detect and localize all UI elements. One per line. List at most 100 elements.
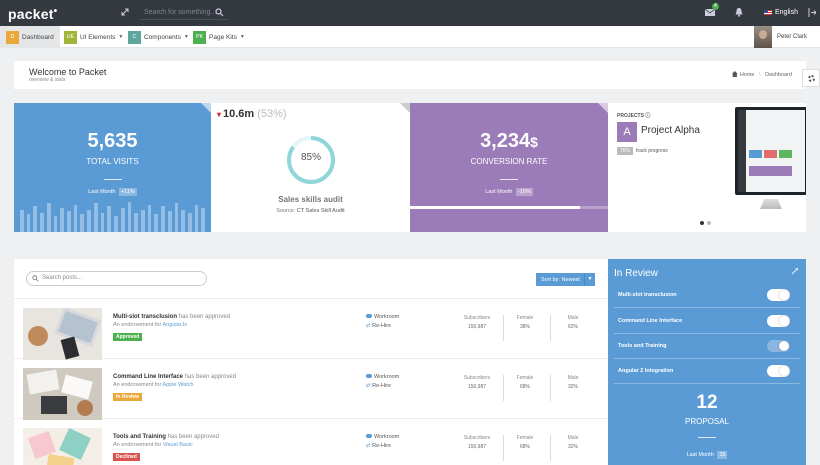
post-title-suffix: has been approved (167, 434, 219, 440)
language-selector[interactable]: English (775, 9, 798, 16)
stat-value: 38% (519, 324, 530, 330)
refresh-icon: ⇄ (366, 323, 371, 329)
subscribers-stat: Subscribers 150,987 (455, 375, 499, 390)
card-corner (201, 103, 211, 113)
last-month-value: -16% (515, 188, 533, 196)
workroom-link[interactable]: Workroom (366, 314, 399, 320)
stat-value: 32% (567, 384, 578, 390)
divider (550, 375, 551, 401)
post-title-suffix: has been approved (178, 314, 231, 320)
post-link[interactable]: Apple Watch (162, 382, 194, 388)
sparkline-bar (93, 203, 98, 232)
project-progress-text: track progress (636, 148, 668, 154)
sparkline-bar (33, 206, 38, 232)
rehire-link[interactable]: ⇄ Re-Hire (366, 323, 391, 329)
proposal-label: PROPOSAL (684, 417, 729, 426)
subscribers-stat: Subscribers 150,987 (455, 435, 499, 450)
male-stat: Male 62% (551, 315, 595, 330)
sparkline-bar (187, 212, 192, 232)
table-row: Multi-slot transclusion has been approve… (14, 299, 608, 360)
bell-icon[interactable] (734, 7, 744, 17)
flag-icon (764, 10, 772, 15)
info-icon[interactable]: ⓘ (645, 113, 651, 119)
avatar (754, 26, 772, 48)
settings-tab[interactable] (802, 69, 820, 87)
review-item: Command Line Interface (614, 309, 800, 334)
workroom-link[interactable]: Workroom (366, 374, 399, 380)
post-title: Tools and Training has been approved (113, 434, 219, 440)
last-month-value: 16 (717, 451, 728, 459)
post-title: Multi-slot transclusion has been approve… (113, 314, 230, 320)
nav-page-kits[interactable]: PK Page Kits ▼ (187, 26, 251, 48)
mail-icon[interactable] (705, 9, 715, 16)
projects-label: PROJECTS ⓘ (617, 112, 650, 119)
search-icon[interactable] (215, 8, 224, 17)
project-name[interactable]: Project Alpha (641, 125, 700, 136)
sparkline-bar (147, 204, 152, 232)
review-toggle[interactable] (767, 340, 790, 352)
post-thumbnail[interactable] (23, 368, 102, 420)
sort-button[interactable]: Sort by: Newest ▼ (536, 273, 595, 286)
post-link[interactable]: AngularJs (162, 322, 188, 328)
chat-icon (366, 434, 372, 438)
audit-percent: (53%) (257, 108, 287, 120)
nav-components[interactable]: C Components ▼ (122, 26, 195, 48)
audit-title: Sales skills audit (278, 195, 343, 204)
page-subtitle: overview & stats (29, 77, 66, 83)
post-title-suffix: has been approved (184, 374, 237, 380)
project-progress: 76% track progress (617, 147, 668, 155)
review-item-label: Tools and Training (618, 343, 667, 349)
post-title-text[interactable]: Multi-slot transclusion (113, 314, 178, 320)
review-toggle[interactable] (767, 365, 790, 377)
nav-ui-elements[interactable]: UE UI Elements ▼ (58, 26, 129, 48)
divider (698, 437, 716, 438)
monitor-image (735, 107, 806, 195)
sparkline-bar (120, 208, 125, 232)
visits-sparkline (16, 200, 209, 232)
sparkline-bar (67, 211, 71, 232)
audit-source: Source: CT Sales Skill Audit (211, 208, 410, 214)
rehire-label: Re-Hire (372, 383, 392, 389)
rehire-link[interactable]: ⇄ Re-Hire (366, 383, 391, 389)
user-name: Peter Clark (777, 34, 808, 40)
monitor-stand (760, 199, 782, 209)
workroom-link[interactable]: Workroom (366, 434, 399, 440)
project-card: PROJECTS ⓘ A Project Alpha 76% track prog… (608, 103, 806, 232)
global-search-input[interactable]: Search for something... (140, 6, 228, 20)
divider (550, 435, 551, 461)
post-link[interactable]: Visual Basic (162, 442, 193, 448)
last-month-label: Last Month (88, 189, 116, 195)
nav-badge: D (6, 30, 19, 44)
rehire-link[interactable]: ⇄ Re-Hire (366, 443, 391, 449)
logo[interactable]: packet• (8, 6, 58, 22)
sign-out-icon[interactable] (808, 8, 816, 17)
stat-label: Female (516, 315, 534, 321)
post-title-text[interactable]: Command Line Interface (113, 374, 184, 380)
chevron-down-icon[interactable]: ▼ (584, 273, 595, 286)
post-thumbnail[interactable] (23, 428, 102, 465)
carousel-dot[interactable] (707, 221, 711, 225)
conversion-value: 3,234$ (410, 130, 608, 153)
review-toggle[interactable] (767, 315, 790, 327)
post-search-input[interactable]: Search posts... (26, 271, 207, 286)
nav-dashboard[interactable]: D Dashboard (0, 26, 60, 48)
carousel-dot[interactable] (700, 221, 704, 225)
nav-badge: C (128, 30, 141, 44)
audit-donut-chart (287, 136, 335, 184)
post-title-text[interactable]: Tools and Training (113, 434, 166, 440)
audit-value: ▾ 10.6m (53%) (217, 108, 287, 120)
user-menu[interactable]: Peter Clark (754, 26, 820, 48)
expand-icon[interactable] (121, 8, 129, 16)
breadcrumb: Home \ Dashboard (731, 71, 792, 78)
conversion-unit: $ (530, 134, 538, 150)
visits-value: 5,635 (87, 130, 138, 152)
sparkline-bar (20, 209, 24, 232)
review-toggle[interactable] (767, 289, 790, 301)
expand-icon[interactable] (792, 268, 798, 274)
sparkline-bar (80, 214, 85, 232)
breadcrumb-home[interactable]: Home (739, 72, 755, 78)
sparkline-bar (107, 206, 112, 232)
post-thumbnail[interactable] (23, 308, 102, 360)
sparkline-bar (140, 209, 145, 232)
post-sub-prefix: An endorsement for (113, 382, 162, 388)
